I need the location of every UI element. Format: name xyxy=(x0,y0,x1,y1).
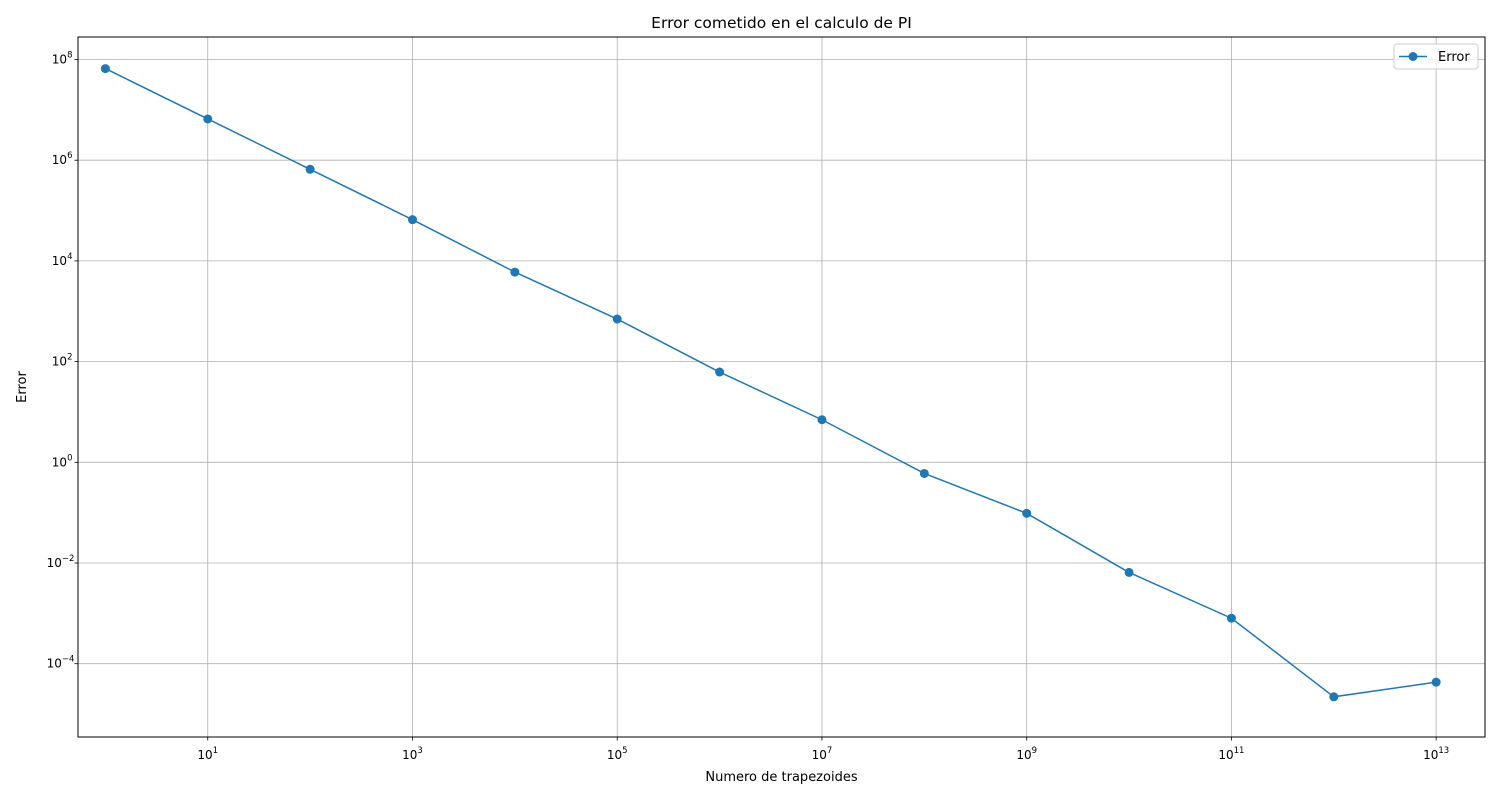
y-tick-label: 102 xyxy=(52,353,73,369)
data-point xyxy=(1022,508,1032,518)
data-point xyxy=(612,314,622,324)
y-axis-label: Error xyxy=(15,371,30,403)
data-point xyxy=(1124,567,1134,577)
series-layer xyxy=(100,64,1441,702)
legend-box xyxy=(1393,43,1479,70)
x-tick-label: 1011 xyxy=(1218,746,1244,762)
y-tick-label: 10−4 xyxy=(47,655,75,671)
y-tick-label: 10−2 xyxy=(47,554,75,570)
chart-title: Error cometido en el calculo de PI xyxy=(651,14,912,32)
y-tick-label: 104 xyxy=(52,252,73,268)
x-tick-label: 103 xyxy=(402,746,423,762)
legend: Error xyxy=(1393,43,1479,70)
x-axis-label: Numero de trapezoides xyxy=(705,770,857,785)
ticks: 101 103 105 107 109 1011 1013 108 106 104 102 100 10… xyxy=(47,51,1450,762)
x-tick-label: 1013 xyxy=(1423,746,1449,762)
series-line-error xyxy=(105,67,1437,698)
data-point xyxy=(817,415,827,425)
grid xyxy=(78,37,1485,737)
legend-marker xyxy=(1408,52,1418,61)
data-point xyxy=(715,367,725,377)
legend-label-error: Error xyxy=(1438,50,1470,65)
data-point xyxy=(919,468,929,478)
x-tick-label: 109 xyxy=(1016,746,1037,762)
x-tick-label: 107 xyxy=(812,746,833,762)
data-point xyxy=(203,114,213,124)
data-point xyxy=(510,267,520,277)
data-point xyxy=(100,64,110,74)
x-tick-label: 105 xyxy=(607,746,628,762)
data-point xyxy=(305,164,315,174)
data-point xyxy=(1226,613,1236,623)
plot-frame xyxy=(77,36,1486,738)
y-tick-label: 100 xyxy=(52,453,73,469)
y-tick-label: 106 xyxy=(52,151,73,167)
x-tick-label: 101 xyxy=(197,746,218,762)
data-point xyxy=(407,215,417,225)
data-point xyxy=(1431,677,1441,687)
y-tick-label: 108 xyxy=(52,51,73,67)
data-point xyxy=(1329,692,1339,702)
